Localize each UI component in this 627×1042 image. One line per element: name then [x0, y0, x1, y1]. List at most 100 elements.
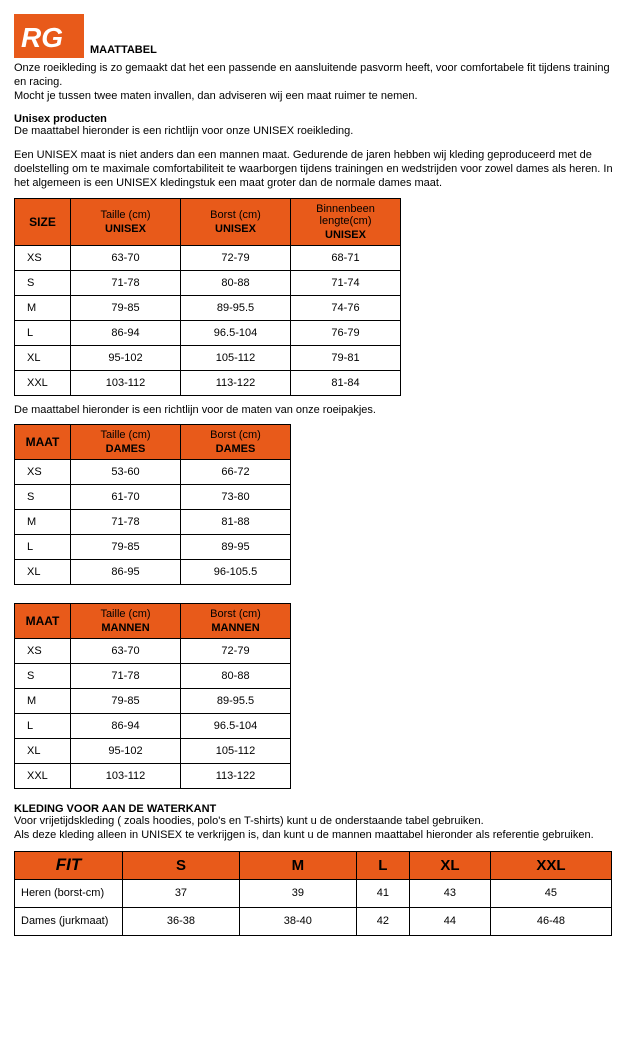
table-cell: 76-79: [291, 321, 401, 346]
table-cell: 73-80: [181, 485, 291, 510]
table-row: M71-7881-88: [15, 510, 291, 535]
fit-table: FITSMLXLXXL Heren (borst-cm)3739414345Da…: [14, 851, 612, 936]
section-waterkant-heading: KLEDING VOOR AAN DE WATERKANT: [14, 803, 613, 815]
table-row: XL95-102105-11279-81: [15, 346, 401, 371]
table-cell: M: [15, 689, 71, 714]
table-cell: 41: [356, 879, 409, 907]
table-cell: 68-71: [291, 246, 401, 271]
intro-line-1: Onze roeikleding is zo gemaakt dat het e…: [14, 62, 613, 90]
table-cell: 95-102: [71, 346, 181, 371]
th-maat-m: MAAT: [15, 604, 71, 639]
th-binnenbeen: Binnenbeen lengte(cm)UNISEX: [291, 199, 401, 246]
intro-block: Onze roeikleding is zo gemaakt dat het e…: [14, 62, 613, 103]
table-cell: 103-112: [71, 371, 181, 396]
table-cell: L: [15, 714, 71, 739]
th-size-XL: XL: [409, 851, 490, 879]
size-table-unisex: SIZE Taille (cm)UNISEX Borst (cm)UNISEX …: [14, 198, 401, 396]
table-row: S71-7880-88: [15, 664, 291, 689]
table-cell: 71-78: [71, 664, 181, 689]
table-row: M79-8589-95.574-76: [15, 296, 401, 321]
table-cell: M: [15, 510, 71, 535]
table-cell: 42: [356, 907, 409, 935]
table-cell: 43: [409, 879, 490, 907]
svg-text:RG: RG: [21, 22, 63, 53]
table-row: M79-8589-95.5: [15, 689, 291, 714]
table-cell: 96.5-104: [181, 714, 291, 739]
table-cell: 53-60: [71, 460, 181, 485]
table-cell: 44: [409, 907, 490, 935]
page-title: MAATTABEL: [90, 44, 157, 56]
table-row: XL86-9596-105.5: [15, 560, 291, 585]
table-cell: 36-38: [123, 907, 240, 935]
size-table-dames: MAAT Taille (cm)DAMES Borst (cm)DAMES XS…: [14, 424, 291, 585]
table-cell: 103-112: [71, 764, 181, 789]
table-cell: L: [15, 535, 71, 560]
table-cell: 63-70: [71, 639, 181, 664]
table-cell: 79-85: [71, 296, 181, 321]
table-row: XXL103-112113-122: [15, 764, 291, 789]
th-taille-mannen: Taille (cm)MANNEN: [71, 604, 181, 639]
table-row: S71-7880-8871-74: [15, 271, 401, 296]
table-row: XXL103-112113-12281-84: [15, 371, 401, 396]
table-cell: 113-122: [181, 371, 291, 396]
table-cell: 86-94: [71, 714, 181, 739]
table-cell: 61-70: [71, 485, 181, 510]
table-cell: XL: [15, 739, 71, 764]
th-size-XXL: XXL: [490, 851, 611, 879]
table-cell: XS: [15, 460, 71, 485]
table-row: XS53-6066-72: [15, 460, 291, 485]
section-unisex-sub1: De maattabel hieronder is een richtlijn …: [14, 125, 613, 139]
table-cell: S: [15, 271, 71, 296]
table-cell: XXL: [15, 764, 71, 789]
table-cell: XS: [15, 246, 71, 271]
row-label: Heren (borst-cm): [15, 879, 123, 907]
table-cell: XL: [15, 346, 71, 371]
table-cell: 96.5-104: [181, 321, 291, 346]
brand-logo: RG: [14, 14, 84, 58]
table-row: S61-7073-80: [15, 485, 291, 510]
table-cell: XL: [15, 560, 71, 585]
th-size-S: S: [123, 851, 240, 879]
table-cell: M: [15, 296, 71, 321]
table-row: XS63-7072-79: [15, 639, 291, 664]
table-cell: XXL: [15, 371, 71, 396]
table-cell: 79-85: [71, 689, 181, 714]
th-taille-dames: Taille (cm)DAMES: [71, 425, 181, 460]
table-cell: S: [15, 664, 71, 689]
table-cell: 46-48: [490, 907, 611, 935]
table-cell: 81-84: [291, 371, 401, 396]
th-size-L: L: [356, 851, 409, 879]
table-cell: 45: [490, 879, 611, 907]
table-cell: 81-88: [181, 510, 291, 535]
table-cell: 89-95: [181, 535, 291, 560]
table-cell: 80-88: [181, 271, 291, 296]
caption-roeipakjes: De maattabel hieronder is een richtlijn …: [14, 404, 613, 416]
table-cell: 38-40: [239, 907, 356, 935]
table-cell: 71-74: [291, 271, 401, 296]
table-cell: 89-95.5: [181, 296, 291, 321]
table-cell: 66-72: [181, 460, 291, 485]
table-cell: 71-78: [71, 271, 181, 296]
table-row: XS63-7072-7968-71: [15, 246, 401, 271]
table-row: L86-9496.5-10476-79: [15, 321, 401, 346]
table-cell: 72-79: [181, 246, 291, 271]
table-cell: 95-102: [71, 739, 181, 764]
th-taille: Taille (cm)UNISEX: [71, 199, 181, 246]
table-cell: L: [15, 321, 71, 346]
table-cell: 86-94: [71, 321, 181, 346]
th-size-M: M: [239, 851, 356, 879]
th-borst-dames: Borst (cm)DAMES: [181, 425, 291, 460]
table-cell: 80-88: [181, 664, 291, 689]
table-cell: 86-95: [71, 560, 181, 585]
section-waterkant-p2: Als deze kleding alleen in UNISEX te ver…: [14, 829, 613, 843]
th-size: SIZE: [15, 199, 71, 246]
table-row: L86-9496.5-104: [15, 714, 291, 739]
section-unisex-heading: Unisex producten: [14, 113, 613, 125]
table-cell: 79-85: [71, 535, 181, 560]
table-row: L79-8589-95: [15, 535, 291, 560]
section-unisex-sub2: Een UNISEX maat is niet anders dan een m…: [14, 149, 613, 190]
table-cell: 89-95.5: [181, 689, 291, 714]
section-waterkant-p1: Voor vrijetijdskleding ( zoals hoodies, …: [14, 815, 613, 829]
table-cell: 105-112: [181, 346, 291, 371]
table-cell: 74-76: [291, 296, 401, 321]
